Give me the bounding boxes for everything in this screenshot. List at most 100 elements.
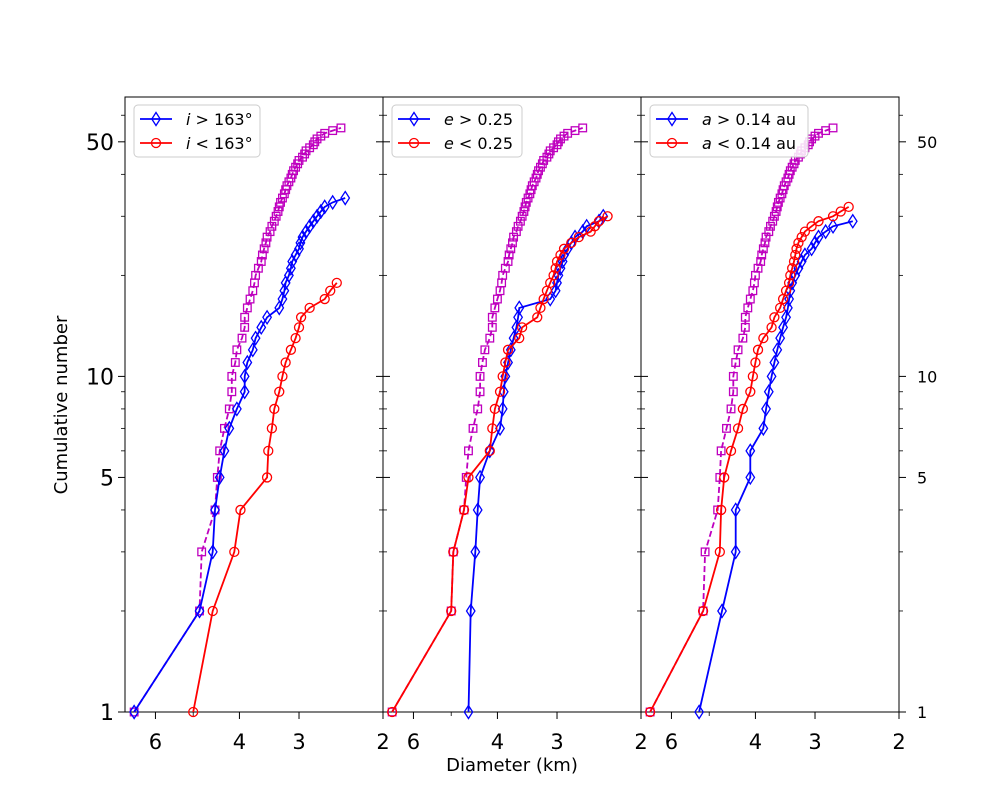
data-point [214,469,225,486]
axes-frame [382,96,642,713]
data-point [745,294,755,304]
data-point [502,344,514,355]
data-point [500,357,511,368]
legend-box [133,104,261,158]
data-point [761,232,771,242]
data-point [778,319,789,336]
data-point [263,445,274,456]
data-point [810,235,820,251]
data-point [256,257,266,266]
x-tick-label: 6 [149,730,162,754]
data-point [769,211,779,221]
data-point [210,502,221,518]
data-point [504,250,514,260]
legend-marker [150,137,162,149]
data-point [644,706,656,718]
data-point [730,544,741,560]
data-point [472,502,483,518]
data-point [503,257,513,266]
data-point [295,312,307,323]
x-tick-label: 3 [550,730,563,754]
legend-variable: e [444,134,454,153]
data-point [267,221,277,231]
data-point [129,704,140,720]
data-point [458,504,470,516]
data-point [752,344,764,355]
data-point [304,218,315,235]
data-point [463,472,474,483]
y-axis-label: Cumulative number [51,315,72,494]
data-point [230,358,240,367]
data-point [548,270,559,281]
series-blue-2 [463,208,609,720]
data-point [828,123,838,133]
data-point [566,237,577,248]
data-point [783,277,795,288]
data-point [235,504,246,516]
data-point [791,243,802,254]
data-point [297,229,308,245]
data-point [747,371,759,382]
data-point [757,250,767,260]
data-point [271,211,281,221]
legend-variable: i [186,134,191,153]
x-tick-label: 6 [407,730,420,754]
data-point [497,371,508,382]
data-point [758,420,769,437]
data-point [265,227,275,237]
y-tick-label: 50 [917,133,937,152]
data-point [290,247,301,263]
data-point [700,547,710,557]
series-red-2 [386,211,613,718]
legend-box [391,104,523,158]
data-point [310,137,320,147]
data-point [593,216,605,227]
data-point [769,312,780,323]
data-point [761,401,772,417]
data-point [578,123,588,133]
series-line [391,127,583,713]
data-point [464,446,473,456]
legend-variable: e [444,110,454,129]
legend-label: a < 0.14 au [702,134,796,153]
data-point [277,371,288,382]
data-point [717,603,727,619]
data-point [511,319,522,336]
data-point [737,403,749,415]
data-point [787,263,798,274]
legend-variable: a [702,134,712,153]
data-point [237,333,247,343]
data-point [485,333,495,343]
data-point [506,244,516,254]
data-point [785,270,796,281]
legend-label: e > 0.25 [444,110,513,129]
data-point [331,277,342,288]
data-point [756,257,766,266]
data-point [782,300,793,316]
data-point [266,423,278,434]
data-point [827,211,839,222]
legend-marker [409,111,419,127]
data-point [828,218,839,235]
data-point [799,226,811,237]
series-line [133,197,346,713]
data-point [758,333,769,344]
data-point [550,263,561,274]
y-tick-label: 5 [917,468,927,487]
data-point [315,203,326,220]
data-point [494,386,506,397]
data-point [796,253,807,270]
legend-variable: i [186,110,191,129]
data-point [475,469,486,486]
data-point [602,211,613,222]
series-magenta-1 [129,123,346,717]
x-tick-label: 4 [749,730,762,754]
data-point [745,469,756,486]
data-point [771,207,781,216]
data-point [227,371,237,381]
data-point [697,605,709,617]
data-point [279,283,290,299]
data-point [766,221,775,231]
data-point [287,253,298,270]
